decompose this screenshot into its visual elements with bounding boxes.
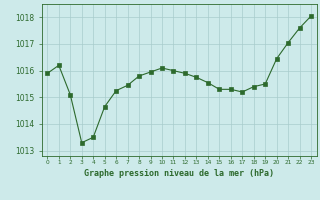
X-axis label: Graphe pression niveau de la mer (hPa): Graphe pression niveau de la mer (hPa) [84,169,274,178]
